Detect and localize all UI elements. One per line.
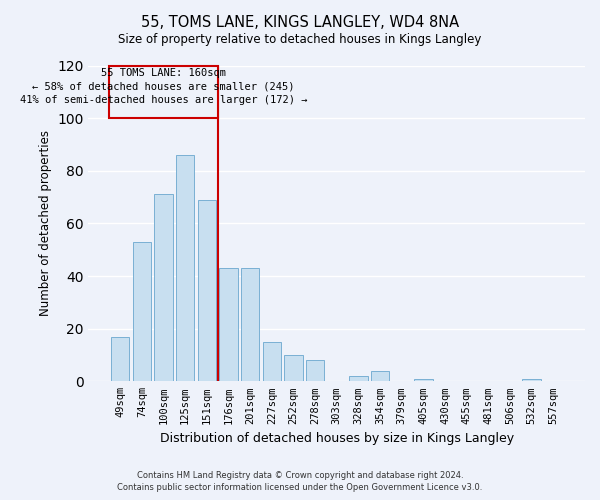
X-axis label: Distribution of detached houses by size in Kings Langley: Distribution of detached houses by size …	[160, 432, 514, 445]
Bar	[349, 376, 368, 382]
Text: 55, TOMS LANE, KINGS LANGLEY, WD4 8NA: 55, TOMS LANE, KINGS LANGLEY, WD4 8NA	[141, 15, 459, 30]
Bar	[414, 378, 433, 382]
FancyBboxPatch shape	[109, 66, 218, 118]
Bar	[111, 336, 130, 382]
Y-axis label: Number of detached properties: Number of detached properties	[38, 130, 52, 316]
Bar	[371, 371, 389, 382]
Bar	[284, 355, 302, 382]
Bar	[523, 378, 541, 382]
Bar	[197, 200, 216, 382]
Text: Contains HM Land Registry data © Crown copyright and database right 2024.
Contai: Contains HM Land Registry data © Crown c…	[118, 471, 482, 492]
Bar	[176, 155, 194, 382]
Bar	[306, 360, 324, 382]
Bar	[241, 268, 259, 382]
Text: 55 TOMS LANE: 160sqm
← 58% of detached houses are smaller (245)
41% of semi-deta: 55 TOMS LANE: 160sqm ← 58% of detached h…	[20, 68, 307, 104]
Bar	[154, 194, 173, 382]
Bar	[133, 242, 151, 382]
Text: Size of property relative to detached houses in Kings Langley: Size of property relative to detached ho…	[118, 32, 482, 46]
Bar	[263, 342, 281, 382]
Bar	[219, 268, 238, 382]
